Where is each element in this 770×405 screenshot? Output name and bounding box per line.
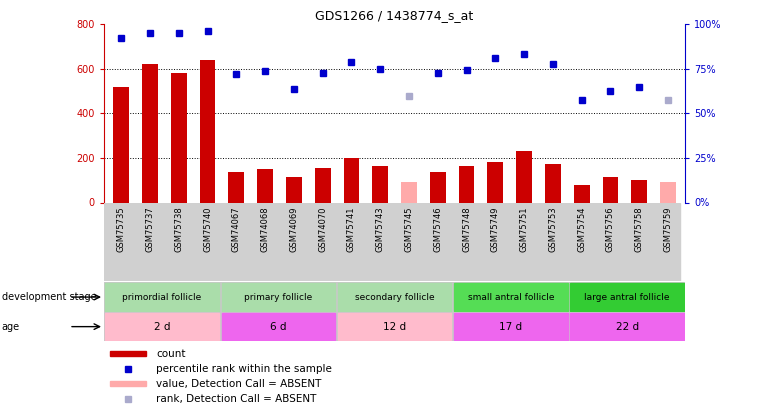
Text: count: count — [156, 349, 186, 358]
Bar — [373, 166, 388, 202]
Text: primary follicle: primary follicle — [244, 292, 313, 302]
Bar — [113, 87, 129, 202]
Text: GSM75740: GSM75740 — [203, 207, 212, 252]
Bar — [338, 313, 451, 340]
Text: GSM74068: GSM74068 — [260, 207, 269, 252]
Bar — [571, 284, 684, 311]
Bar — [110, 382, 146, 386]
Text: 6 d: 6 d — [270, 322, 286, 332]
Bar — [171, 73, 186, 202]
Text: value, Detection Call = ABSENT: value, Detection Call = ABSENT — [156, 379, 322, 389]
Text: GSM75737: GSM75737 — [146, 207, 155, 252]
Text: GSM75745: GSM75745 — [404, 207, 413, 252]
Text: small antral follicle: small antral follicle — [467, 292, 554, 302]
Bar — [110, 351, 146, 356]
Bar — [142, 64, 158, 202]
Text: GSM75735: GSM75735 — [117, 207, 126, 252]
Bar — [286, 177, 302, 202]
Bar — [454, 284, 567, 311]
Bar — [338, 284, 451, 311]
Bar — [343, 158, 360, 202]
Text: development stage: development stage — [2, 292, 96, 302]
Bar — [516, 151, 532, 202]
Text: 2 d: 2 d — [154, 322, 170, 332]
Title: GDS1266 / 1438774_s_at: GDS1266 / 1438774_s_at — [316, 9, 474, 22]
Text: GSM75753: GSM75753 — [548, 207, 557, 252]
Bar — [222, 284, 335, 311]
Text: GSM75741: GSM75741 — [347, 207, 356, 252]
Bar — [454, 313, 567, 340]
Text: GSM75748: GSM75748 — [462, 207, 471, 252]
Bar — [199, 60, 216, 202]
Text: GSM74067: GSM74067 — [232, 207, 241, 252]
Text: GSM75749: GSM75749 — [490, 207, 500, 252]
Text: 22 d: 22 d — [615, 322, 639, 332]
Bar — [401, 182, 417, 202]
Text: GSM75746: GSM75746 — [434, 207, 442, 252]
Bar — [631, 180, 647, 202]
Bar — [222, 313, 335, 340]
Text: GSM75743: GSM75743 — [376, 207, 385, 252]
Text: primordial follicle: primordial follicle — [122, 292, 202, 302]
Bar — [603, 177, 618, 202]
Text: secondary follicle: secondary follicle — [355, 292, 434, 302]
Text: GSM75751: GSM75751 — [520, 207, 529, 252]
Bar — [430, 173, 446, 202]
Bar — [105, 284, 219, 311]
Bar — [660, 182, 676, 202]
Bar — [487, 162, 504, 202]
Bar — [574, 185, 590, 202]
Text: 17 d: 17 d — [499, 322, 523, 332]
Text: age: age — [2, 322, 20, 332]
Text: GSM74069: GSM74069 — [290, 207, 299, 252]
Text: 12 d: 12 d — [383, 322, 407, 332]
Text: large antral follicle: large antral follicle — [584, 292, 670, 302]
Bar — [459, 166, 474, 202]
Text: percentile rank within the sample: percentile rank within the sample — [156, 364, 332, 373]
Bar — [105, 313, 219, 340]
Text: GSM75758: GSM75758 — [634, 207, 644, 252]
Bar — [571, 313, 684, 340]
Text: rank, Detection Call = ABSENT: rank, Detection Call = ABSENT — [156, 394, 316, 404]
Text: GSM75738: GSM75738 — [174, 207, 183, 252]
Bar — [315, 168, 330, 202]
Bar — [257, 169, 273, 202]
Text: GSM75754: GSM75754 — [578, 207, 586, 252]
Bar — [545, 164, 561, 202]
Bar — [229, 173, 244, 202]
Text: GSM75759: GSM75759 — [664, 207, 672, 252]
Text: GSM75756: GSM75756 — [606, 207, 615, 252]
Text: GSM74070: GSM74070 — [318, 207, 327, 252]
